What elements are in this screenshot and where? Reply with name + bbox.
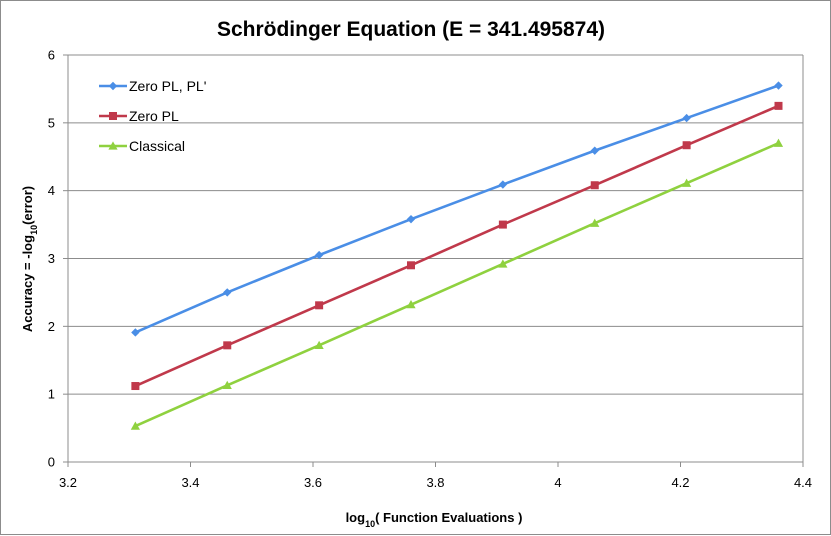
legend-marker-zero-pl-pl	[108, 81, 118, 91]
x-tick-label: 3.6	[304, 475, 322, 490]
legend-label-zero-pl: Zero PL	[129, 108, 179, 124]
y-axis-label: Accuracy = -log10(error)	[20, 186, 39, 332]
x-tick-label: 3.4	[181, 475, 199, 490]
y-tick-label: 5	[48, 115, 55, 130]
x-axis-label: log10( Function Evaluations )	[346, 510, 523, 529]
y-tick-label: 4	[48, 183, 55, 198]
y-tick-label: 3	[48, 251, 55, 266]
data-point-zero-pl	[131, 382, 140, 391]
y-tick-label: 1	[48, 387, 55, 402]
data-point-classical	[406, 300, 416, 309]
data-point-zero-pl-pl	[682, 113, 691, 123]
data-point-classical	[498, 259, 508, 268]
data-point-zero-pl	[682, 141, 691, 150]
chart-title: Schrödinger Equation (E = 341.495874)	[217, 18, 605, 41]
data-point-zero-pl	[315, 301, 324, 310]
x-tick-label: 4.4	[794, 475, 812, 490]
x-tick-label: 3.2	[59, 475, 77, 490]
axes-layer: 0 1 2 3 4 5 6 3.2 3.4 3.6 3.8 4 4.2 4.4	[48, 48, 812, 491]
series-line-classical	[134, 141, 780, 428]
data-point-zero-pl-pl	[498, 180, 508, 189]
data-point-zero-pl-pl	[314, 250, 324, 260]
series-layer	[130, 81, 784, 430]
y-tick-label: 2	[48, 319, 55, 334]
x-tick-label: 4	[554, 475, 561, 490]
series-line-zero-pl	[134, 104, 780, 388]
data-point-classical	[130, 421, 140, 430]
data-point-classical	[314, 340, 324, 350]
x-tick-label: 4.2	[671, 475, 689, 490]
data-point-zero-pl	[407, 261, 415, 270]
data-point-zero-pl	[498, 220, 507, 229]
data-point-zero-pl-pl	[223, 288, 232, 297]
data-point-classical	[590, 218, 600, 227]
legend-label-zero-pl-pl: Zero PL, PL'	[129, 78, 206, 94]
legend: Zero PL, PL' Zero PL Classical	[99, 78, 206, 154]
data-point-zero-pl-pl	[774, 81, 783, 90]
data-point-classical	[222, 380, 232, 390]
data-point-zero-pl-pl	[131, 328, 140, 337]
legend-label-classical: Classical	[129, 138, 185, 154]
data-point-zero-pl	[590, 181, 599, 190]
data-point-classical	[773, 138, 784, 147]
data-point-zero-pl	[223, 341, 232, 350]
series-line-zero-pl-pl	[134, 84, 779, 334]
data-point-classical	[682, 178, 692, 187]
data-point-zero-pl	[774, 101, 783, 110]
grid-layer	[68, 54, 804, 462]
y-tick-label: 0	[48, 455, 55, 470]
data-point-zero-pl-pl	[590, 146, 599, 155]
x-tick-label: 3.8	[426, 475, 444, 490]
legend-marker-zero-pl	[109, 112, 117, 120]
y-tick-label: 6	[48, 48, 55, 63]
legend-marker-classical	[108, 141, 118, 150]
data-point-zero-pl-pl	[406, 214, 416, 224]
